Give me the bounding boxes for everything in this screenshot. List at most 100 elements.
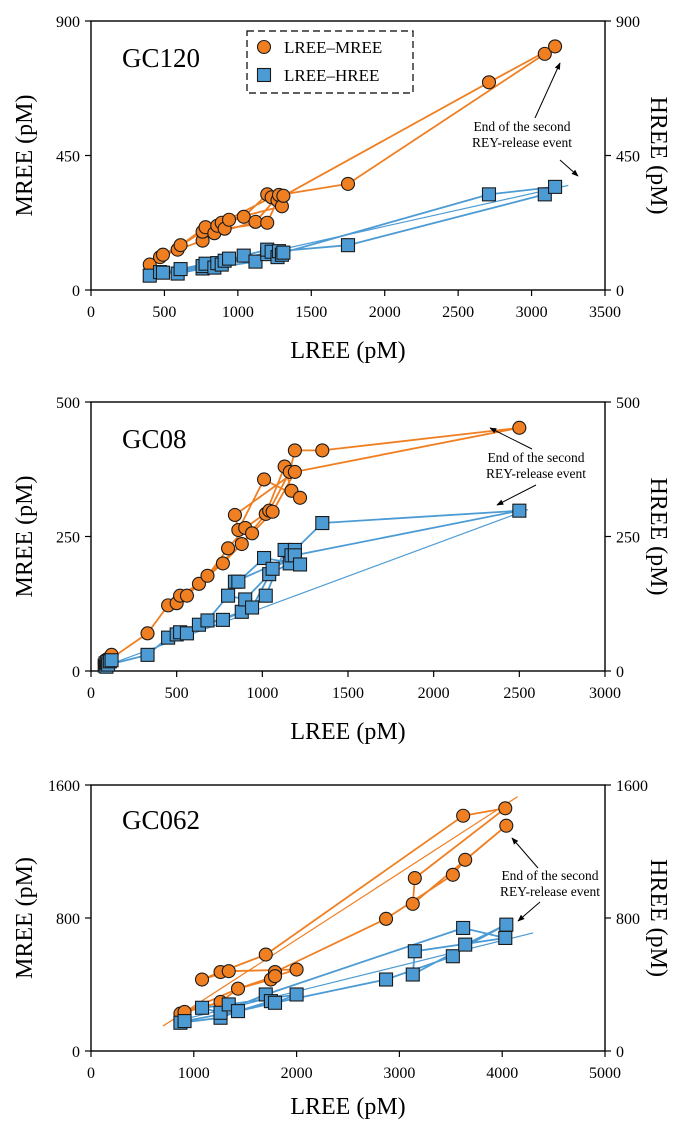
annotation-arrow [511,837,539,869]
mree-point [173,238,188,253]
hree-point [481,187,497,202]
mree-point [265,504,280,519]
y2-tick-label: 0 [616,283,624,300]
mree-point [256,472,272,487]
hree-point [256,550,272,566]
mree-point [260,215,275,230]
hree-point [548,179,563,194]
mree-point [267,969,283,984]
y-tick-label: 1600 [48,778,80,795]
mree-point [378,911,394,926]
x-tick-label: 3000 [589,685,621,702]
panel-label: GC08 [122,424,187,454]
annotation-line-2: REY-release event [472,135,572,150]
mree-point [248,214,263,229]
mree-point [499,818,514,833]
y-tick-label: 0 [72,283,80,300]
y-tick-label: 800 [56,911,80,928]
mree-point [140,626,155,641]
annotation-arrow [517,901,541,922]
hree-point [248,254,263,269]
y-axis-title: MREE (pM) [12,857,38,979]
mree-point [221,964,236,979]
x-tick-label: 1000 [246,685,278,702]
mree-point [230,981,246,996]
hree-point [177,1014,192,1029]
hree-point [231,574,246,589]
x-tick-label: 1500 [295,304,327,321]
x-tick-label: 3000 [383,1065,415,1082]
panel-label: GC062 [122,805,200,835]
annotation-line-1: End of the second [487,450,584,465]
hree-point [407,944,422,959]
mree-point [236,209,251,224]
mree-point [221,212,237,227]
mree-point [407,871,422,886]
annotation-arrow [496,484,537,506]
legend-mree-marker [256,39,272,55]
hree-point [173,262,188,277]
hree-point [289,987,304,1002]
hree-point [245,600,260,615]
mree-point [445,867,460,882]
y2-tick-label: 800 [616,911,640,928]
legend-hree-marker [256,67,272,83]
hree-point [267,995,283,1010]
y2-tick-label: 1600 [616,778,648,795]
mree-point [548,39,563,54]
mree-point [405,896,420,911]
hree-point [104,653,119,668]
mree-point [245,526,260,541]
series-line [104,426,521,664]
y-tick-label: 250 [56,530,80,547]
mree-point [155,247,171,262]
hree-point [378,972,394,987]
mree-point [315,443,330,458]
y2-tick-label: 0 [616,1044,624,1061]
y2-tick-label: 450 [616,149,640,166]
mree-point [287,464,302,479]
hree-point [315,515,330,531]
panel-label: GC120 [122,43,200,73]
annotation-arrow [489,427,533,450]
x-tick-label: 1500 [332,685,364,702]
hree-point [292,557,308,572]
y-tick-label: 0 [72,1044,80,1061]
x-tick-label: 0 [87,1065,95,1082]
mree-point [194,972,210,987]
legend-hree-label: LREE–HREE [284,66,379,85]
x-axis-title: LREE (pM) [290,719,405,745]
hree-point [456,920,471,936]
annotation-line-2: REY-release event [486,466,586,481]
y2-axis-title: HREE (pM) [645,478,671,596]
hree-point [200,613,215,628]
legend: LREE–MREE LREE–HREE [246,30,414,94]
hree-point [340,238,356,253]
x-tick-label: 2500 [442,304,474,321]
hree-point [179,626,194,641]
x-tick-label: 1000 [222,304,254,321]
hree-point [215,612,230,627]
mree-point [191,576,206,591]
mree-point [498,801,513,816]
y2-tick-label: 900 [616,14,640,31]
hree-point [221,251,237,266]
y2-tick-label: 0 [616,664,624,681]
x-tick-label: 2500 [503,685,535,702]
y2-tick-label: 500 [616,395,640,412]
mree-point [215,556,230,571]
x-tick-label: 5000 [589,1065,621,1082]
mree-point [512,420,527,435]
y2-axis-title: HREE (pM) [645,859,671,977]
hree-point [155,265,171,280]
hree-point [230,1004,246,1019]
trend-line [162,796,518,1027]
annotation-line-1: End of the second [501,868,598,883]
y-tick-label: 500 [56,395,80,412]
annotation-arrow [559,159,579,177]
hree-point [236,248,251,263]
mree-point [289,962,304,977]
mree-point [537,46,552,61]
